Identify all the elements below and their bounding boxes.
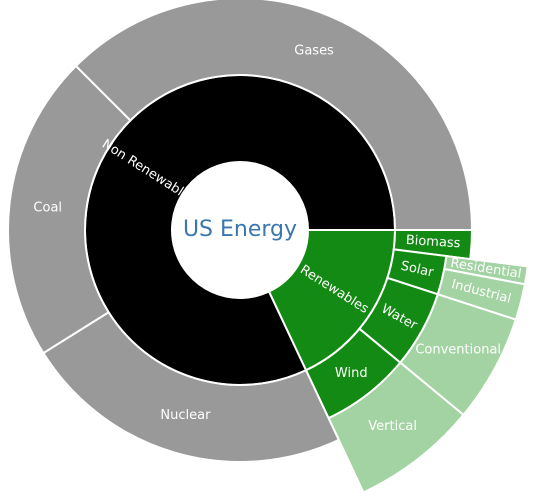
segment-label: Nuclear — [160, 408, 211, 423]
segment-label: Gases — [294, 44, 334, 59]
sunburst-segment — [327, 361, 465, 494]
segment-label: Conventional — [415, 342, 501, 357]
segment-label: Vertical — [368, 419, 417, 434]
root-label: US Energy — [183, 217, 297, 242]
segment-label: Biomass — [405, 233, 461, 251]
sunburst-segment — [74, 0, 474, 231]
segment-label: Solar — [399, 259, 435, 281]
segment-label: Coal — [33, 201, 62, 216]
segment-label: Wind — [335, 366, 368, 381]
sunburst-segment — [41, 310, 341, 463]
